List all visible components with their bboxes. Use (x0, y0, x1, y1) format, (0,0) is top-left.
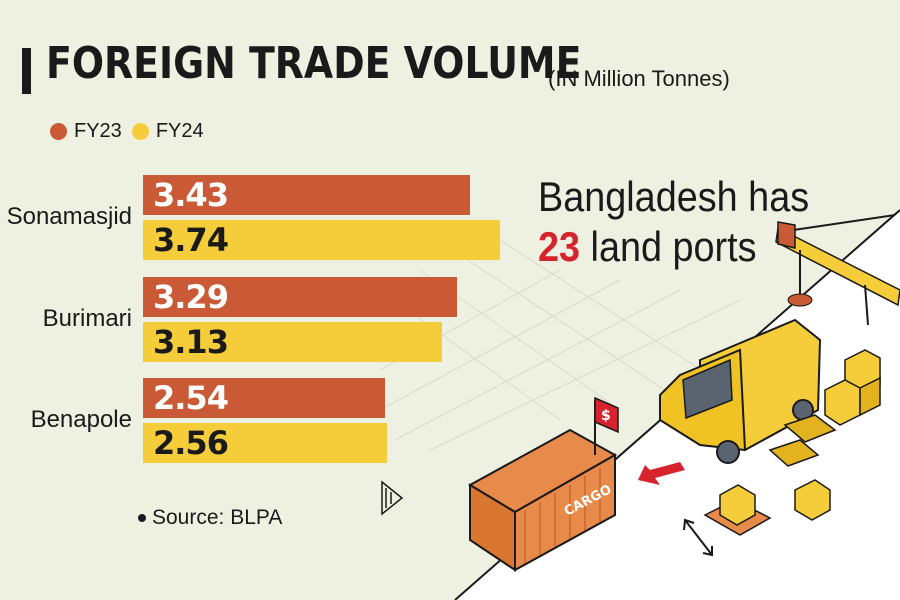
double-arrow-icon (683, 518, 713, 557)
headline-line1: Bangladesh has (538, 173, 810, 220)
bar-fy23-burimari: 3.29 (143, 277, 457, 317)
bar-fy23-sonamasjid: 3.43 (143, 175, 470, 215)
bar-fy23-benapole: 2.54 (143, 378, 385, 418)
truck-icon (659, 318, 822, 464)
pallet-boxes-icon (703, 479, 831, 536)
headline-line2-text: land ports (580, 223, 757, 270)
land-ports-headline: Bangladesh has 23 land ports (538, 172, 809, 272)
category-label-sonamasjid: Sonamasjid (6, 203, 132, 230)
headline-number: 23 (538, 223, 581, 270)
legend: FY23 FY24 (50, 120, 204, 143)
bar-fy24-benapole: 2.56 (143, 423, 387, 463)
cargo-container-icon: CARGO $ (467, 396, 619, 572)
bar-fy24-burimari: 3.13 (143, 322, 442, 362)
source-bullet (138, 514, 146, 522)
bar-value-label: 2.54 (153, 379, 229, 417)
legend-item-fy24: FY24 (131, 120, 204, 143)
dollar-sign-label: $ (601, 408, 611, 424)
red-arrow-icon (638, 462, 685, 485)
crane-icon (775, 214, 900, 326)
chart-title: FOREIGN TRADE VOLUME (46, 38, 582, 89)
bar-value-label: 2.56 (153, 424, 229, 462)
bar-value-label: 3.74 (153, 221, 229, 259)
bar-fy24-sonamasjid: 3.74 (143, 220, 500, 260)
category-label-benapole: Benapole (30, 406, 132, 433)
cursor-arrow-icon (381, 480, 404, 516)
legend-swatch-fy24 (131, 123, 149, 140)
legend-item-fy23: FY23 (50, 120, 122, 143)
source-text: Source: BLPA (152, 506, 283, 529)
bar-value-label: 3.13 (153, 323, 229, 361)
legend-label-fy23: FY23 (74, 120, 122, 142)
title-accent-bar (22, 48, 31, 94)
headline-line2: 23 land ports (538, 222, 809, 272)
category-label-burimari: Burimari (42, 305, 132, 332)
bar-value-label: 3.29 (153, 278, 229, 316)
source-note: Source: BLPA (138, 506, 282, 530)
bar-value-label: 3.43 (153, 176, 229, 214)
legend-swatch-fy23 (50, 123, 67, 140)
cargo-boxes-icon (768, 349, 881, 467)
chart-subtitle: (IN Million Tonnes) (548, 66, 730, 91)
legend-label-fy24: FY24 (155, 120, 204, 142)
